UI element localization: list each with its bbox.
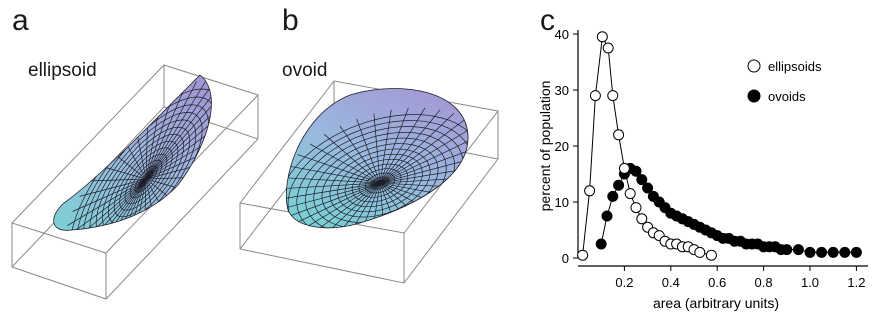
data-point-ovoids <box>607 190 619 202</box>
x-tick-label: 0.4 <box>662 275 680 290</box>
data-point-ovoids <box>850 246 862 258</box>
data-point-ellipsoids <box>694 246 706 258</box>
x-tick-label: 0.8 <box>755 275 773 290</box>
data-point-ovoids <box>792 244 804 256</box>
data-point-ovoids <box>601 210 613 222</box>
y-tick-label: 30 <box>555 83 569 98</box>
data-point-ellipsoids <box>630 202 642 214</box>
data-point-ellipsoids <box>584 185 596 197</box>
y-tick-label: 40 <box>555 27 569 42</box>
data-point-ellipsoids <box>613 129 625 141</box>
data-point-ellipsoids <box>607 90 619 102</box>
data-point-ellipsoids <box>602 42 614 54</box>
y-tick-label: 0 <box>562 251 569 266</box>
panel-b-letter: b <box>282 4 299 37</box>
y-tick-label: 10 <box>555 195 569 210</box>
x-tick-label: 1.2 <box>847 275 865 290</box>
panel-a-title: ellipsoid <box>28 60 97 81</box>
chart-axes: 0 10 20 30 40 0.2 0.4 0.6 0.8 1.0 1.2 <box>555 27 868 290</box>
data-point-ellipsoids <box>636 213 648 225</box>
legend-marker-ovoids <box>747 89 761 103</box>
y-axis-label: percent of population <box>540 81 553 212</box>
data-point-ovoids <box>827 246 839 258</box>
series-points <box>577 31 862 261</box>
panel-b-title: ovoid <box>282 60 328 81</box>
y-tick-label: 20 <box>555 139 569 154</box>
data-point-ellipsoids <box>589 90 601 102</box>
data-point-ovoids <box>595 238 607 250</box>
x-tick-label: 0.2 <box>615 275 633 290</box>
chart-legend: ellipsoids ovoids <box>747 59 822 104</box>
x-axis-label: area (arbitrary units) <box>653 295 779 311</box>
area-distribution-chart: 0 10 20 30 40 0.2 0.4 0.6 0.8 1.0 1.2 ellipsoids ov… <box>540 27 868 311</box>
data-point-ellipsoids <box>705 249 717 261</box>
data-point-ovoids <box>642 182 654 194</box>
data-point-ovoids <box>839 246 851 258</box>
panel-a-letter: a <box>12 4 29 37</box>
data-point-ellipsoids <box>624 188 636 200</box>
ellipsoid-figure <box>11 64 259 300</box>
legend-marker-ellipsoids <box>747 59 761 73</box>
panel-c-letter: c <box>540 4 555 37</box>
data-point-ovoids <box>781 244 793 256</box>
ellipsoid-mesh <box>62 79 212 231</box>
data-point-ovoids <box>630 165 642 177</box>
data-point-ovoids <box>613 179 625 191</box>
data-point-ellipsoids <box>618 162 630 174</box>
legend-label-ellipsoids: ellipsoids <box>768 59 822 74</box>
data-point-ovoids <box>636 174 648 186</box>
ovoid-figure <box>239 80 499 284</box>
data-point-ellipsoids <box>596 31 608 43</box>
data-point-ovoids <box>804 246 816 258</box>
x-tick-label: 0.6 <box>708 275 726 290</box>
data-point-ovoids <box>816 246 828 258</box>
legend-label-ovoids: ovoids <box>768 89 806 104</box>
data-point-ellipsoids <box>577 249 589 261</box>
x-tick-label: 1.0 <box>801 275 819 290</box>
